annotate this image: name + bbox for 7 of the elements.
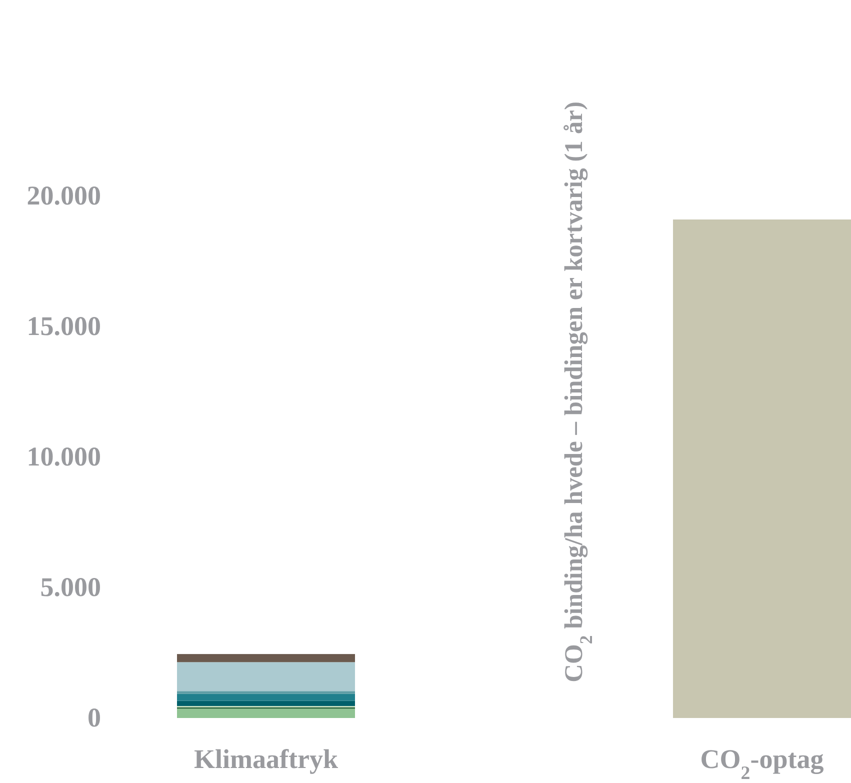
x-tick-label: CO$_{2}$-optag: [700, 744, 824, 783]
x-tick-label: Klimaaftryk: [194, 744, 338, 774]
y-tick-label: 15.000: [26, 311, 101, 342]
y-tick-label: 10.000: [26, 442, 101, 472]
y-tick-label: 5.000: [40, 572, 101, 602]
y-tick-label: 0: [88, 702, 101, 733]
y-tick-label: 20.000: [26, 180, 101, 211]
